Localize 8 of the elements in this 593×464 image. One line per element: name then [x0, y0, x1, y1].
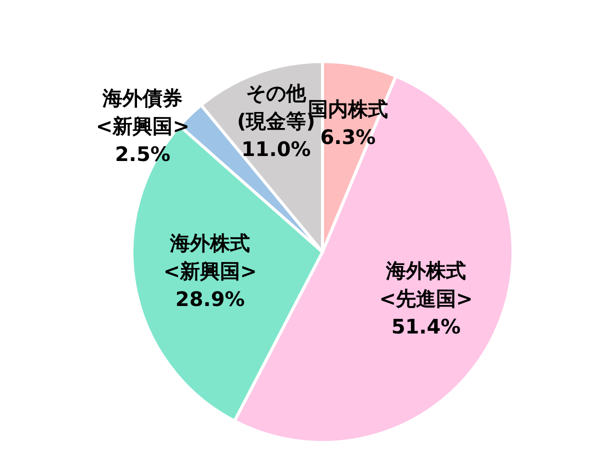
- data-label: 51.4%: [391, 314, 461, 339]
- slice-label: 海外債券 <新興国>: [96, 86, 190, 138]
- slice-label: 海外株式 <新興国>: [163, 231, 257, 284]
- data-label: 28.9%: [175, 287, 245, 312]
- data-label: 11.0%: [241, 137, 311, 162]
- slice-label: 海外株式 <先進国>: [379, 258, 473, 311]
- data-label: 6.3%: [320, 125, 376, 150]
- data-label: 2.5%: [114, 142, 170, 166]
